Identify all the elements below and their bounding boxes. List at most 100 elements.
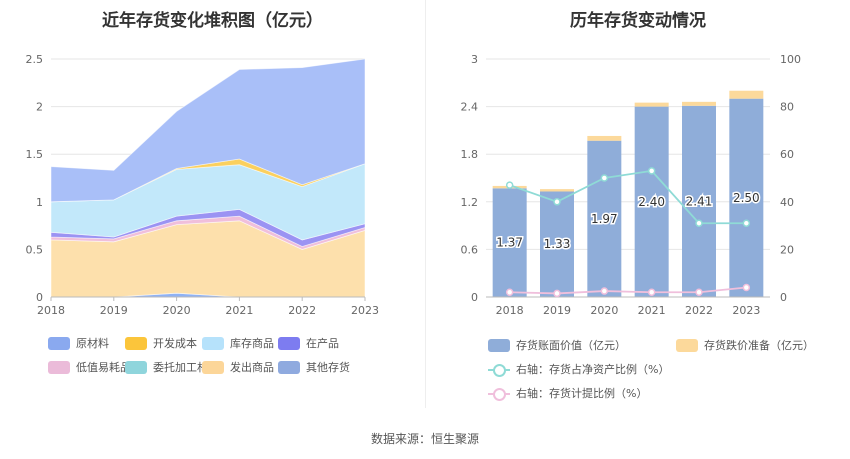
line-point	[600, 174, 609, 182]
bar-x-tick-label: 2021	[638, 304, 666, 317]
bar-inventory-value	[540, 191, 574, 297]
bar-x-tick-label: 2018	[496, 304, 524, 317]
bar-data-label: 2.40	[638, 195, 665, 209]
legend-label: 发出商品	[230, 361, 274, 374]
area-y-tick-label: 1.5	[26, 148, 44, 161]
bar-inventory-value	[587, 140, 622, 297]
legend-label: 存货跌价准备（亿元）	[704, 339, 814, 352]
bar-data-label: 1.97	[591, 212, 618, 226]
bar-legend-item[interactable]: 右轴：存货占净资产比例（%）	[488, 361, 669, 377]
area-x-tick-label: 2018	[37, 304, 65, 317]
bar-x-tick-label: 2022	[685, 304, 713, 317]
area-x-tick-label: 2021	[225, 304, 253, 317]
legend-label: 存货账面价值（亿元）	[516, 339, 626, 352]
legend-swatch	[202, 360, 224, 374]
legend-swatch	[488, 387, 510, 401]
area-chart-plot: 0 0.5 1 1.5 2 2.5 2018 2019 2020 2021 2022 2023	[26, 53, 380, 317]
area-legend-item[interactable]: 其他存货	[278, 359, 350, 375]
area-legend-item[interactable]: 低值易耗品	[48, 359, 131, 375]
legend-label: 库存商品	[230, 337, 274, 350]
area-y-tick-label: 2	[36, 101, 43, 114]
bar-line-panel: 历年存货变动情况 0 0.6 1.2 1.8 2.4 3 0 20 40 60 80 100 2018 2…	[426, 0, 850, 420]
area-legend-item[interactable]: 在产品	[278, 335, 339, 351]
bar-data-label: 1.33	[544, 237, 571, 251]
legend-swatch	[202, 336, 224, 350]
bar-y-left-tick-label: 0	[471, 291, 478, 304]
bar-legend-item[interactable]: 右轴：存货计提比例（%）	[488, 385, 647, 401]
line-point	[695, 288, 703, 296]
area-legend-item[interactable]: 开发成本	[125, 335, 197, 351]
bar-y-left-tick-label: 3	[471, 53, 478, 66]
legend-label: 其他存货	[306, 361, 350, 374]
legend-label: 开发成本	[153, 337, 197, 350]
bar-data-label: 2.50	[733, 191, 760, 205]
bar-y-left-tick-label: 1.2	[461, 196, 479, 209]
bar-inventory-value	[634, 106, 669, 297]
bar-legend-item[interactable]: 存货跌价准备（亿元）	[676, 337, 814, 353]
legend-swatch	[48, 360, 70, 374]
bar-y-right-tick-label: 60	[780, 148, 794, 161]
bar-y-left-tick-label: 0.6	[461, 243, 479, 256]
bar-y-left-tick-label: 2.4	[461, 101, 479, 114]
panel-divider	[425, 0, 426, 408]
line-series-右轴：存货计提比例（%）	[509, 286, 747, 295]
bar-x-tick-label: 2019	[543, 304, 571, 317]
legend-label: 右轴：存货占净资产比例（%）	[516, 363, 670, 376]
line-point	[742, 283, 751, 292]
legend-label: 原材料	[76, 337, 109, 350]
bar-data-label: 1.37	[496, 236, 523, 250]
area-legend-item[interactable]: 库存商品	[202, 335, 274, 351]
bar-inventory-value	[729, 98, 764, 298]
legend-swatch	[488, 363, 510, 377]
bar-impairment-reserve	[540, 189, 574, 192]
area-y-tick-label: 0.5	[26, 243, 44, 256]
bar-x-tick-label: 2023	[732, 304, 760, 317]
legend-swatch	[488, 338, 510, 352]
legend-swatch	[125, 360, 147, 374]
line-series-右轴：存货占净资产比例（%）	[509, 169, 747, 225]
line-point	[647, 167, 656, 175]
line-point	[647, 288, 656, 296]
area-series-其他存货	[50, 58, 366, 203]
line-point	[600, 287, 609, 295]
area-legend-item[interactable]: 原材料	[48, 335, 109, 351]
bar-y-right-tick-label: 0	[780, 291, 787, 304]
legend-label: 右轴：存货计提比例（%）	[516, 387, 648, 400]
legend-label: 在产品	[306, 337, 339, 350]
bar-y-right-tick-label: 20	[780, 243, 794, 256]
area-x-tick-label: 2022	[288, 304, 316, 317]
data-source-footer: 数据来源：恒生聚源	[370, 432, 479, 446]
area-chart-title: 近年存货变化堆积图（亿元）	[102, 11, 323, 31]
bar-y-right-tick-label: 80	[780, 101, 794, 114]
bar-x-tick-label: 2020	[590, 304, 618, 317]
bar-data-label: 2.41	[686, 194, 713, 208]
bar-y-right-tick-label: 40	[780, 196, 794, 209]
line-point	[742, 219, 751, 227]
bar-chart-plot: 0 0.6 1.2 1.8 2.4 3 0 20 40 60 80 100 2018 2019 2020 20…	[461, 53, 802, 317]
bar-chart-title: 历年存货变动情况	[570, 11, 706, 31]
bar-legend-item[interactable]: 存货账面价值（亿元）	[488, 337, 626, 353]
bar-inventory-value	[492, 188, 527, 297]
bar-impairment-reserve	[729, 90, 764, 99]
legend-swatch	[676, 338, 698, 352]
line-point	[553, 289, 561, 298]
bar-impairment-reserve	[587, 135, 622, 141]
legend-swatch	[48, 336, 70, 350]
line-point	[505, 288, 514, 296]
area-x-tick-label: 2023	[351, 304, 379, 317]
area-y-tick-label: 0	[36, 291, 43, 304]
legend-swatch	[278, 360, 300, 374]
line-point	[553, 198, 561, 206]
bar-y-left-tick-label: 1.8	[461, 148, 479, 161]
area-y-tick-label: 2.5	[26, 53, 44, 66]
bar-impairment-reserve	[682, 101, 716, 106]
area-y-tick-label: 1	[36, 196, 43, 209]
stacked-area-panel: 近年存货变化堆积图（亿元） 0 0.5 1 1.5 2 2.5 2018 2019 2020 20…	[0, 0, 425, 420]
legend-label: 低值易耗品	[76, 361, 131, 374]
line-point	[505, 181, 514, 189]
bar-impairment-reserve	[634, 102, 669, 107]
area-legend-item[interactable]: 发出商品	[202, 359, 274, 375]
bar-y-right-tick-label: 100	[780, 53, 801, 66]
area-x-tick-label: 2020	[163, 304, 191, 317]
area-x-tick-label: 2019	[100, 304, 128, 317]
